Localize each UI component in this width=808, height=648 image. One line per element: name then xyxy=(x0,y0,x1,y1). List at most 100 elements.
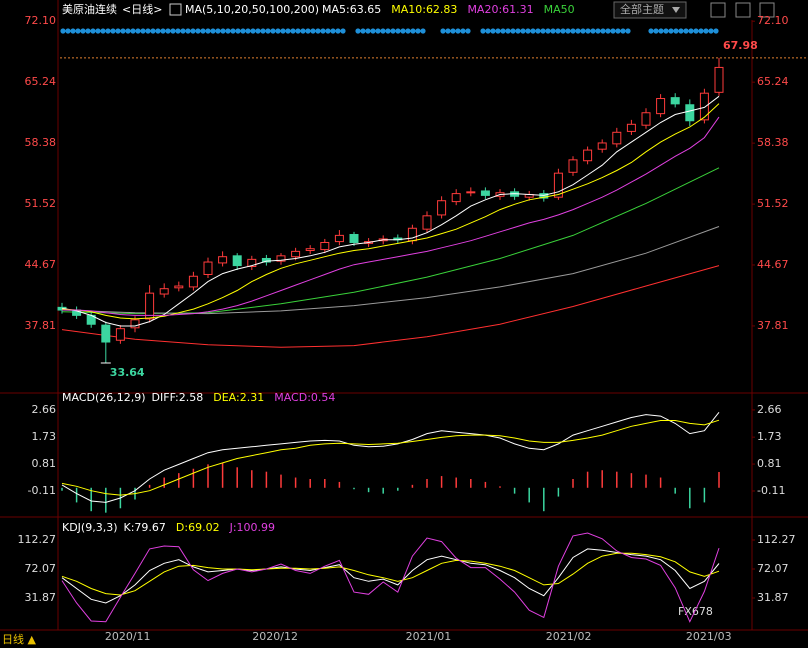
candle-body xyxy=(656,98,666,115)
legend-entry: MA10:62.83 xyxy=(391,3,457,16)
series-line xyxy=(61,95,720,327)
event-dot xyxy=(100,28,106,34)
event-dot xyxy=(510,28,516,34)
event-dot xyxy=(280,28,286,34)
candle-body xyxy=(203,261,213,275)
candle-body xyxy=(291,250,301,258)
ma-params: MA(5,10,20,50,100,200) xyxy=(185,3,319,16)
series-line xyxy=(61,411,720,503)
btn-close[interactable] xyxy=(759,2,775,18)
event-dot xyxy=(395,28,401,34)
series-line xyxy=(61,548,720,604)
event-dot xyxy=(250,28,256,34)
event-dot xyxy=(85,28,91,34)
event-dot xyxy=(140,28,146,34)
candle-body xyxy=(466,191,476,194)
y-tick-label-right: 0.81 xyxy=(757,457,782,470)
candle-body xyxy=(626,123,636,132)
event-dot xyxy=(455,28,461,34)
event-dot xyxy=(620,28,626,34)
event-dot xyxy=(505,28,511,34)
legend-entry: J:100.99 xyxy=(229,521,275,534)
y-tick-label: 2.66 xyxy=(32,403,57,416)
event-dot xyxy=(415,28,421,34)
event-dot xyxy=(480,28,486,34)
event-dot xyxy=(205,28,211,34)
candle-body xyxy=(422,215,432,230)
event-dot xyxy=(170,28,176,34)
event-dot xyxy=(683,28,689,34)
x-tick-label: 2021/02 xyxy=(546,630,592,643)
event-dot xyxy=(175,28,181,34)
y-tick-label: 65.24 xyxy=(25,75,57,88)
event-dot xyxy=(580,28,586,34)
event-dot xyxy=(265,28,271,34)
event-dot xyxy=(540,28,546,34)
symbol: 美原油连续 xyxy=(62,2,117,16)
event-dot xyxy=(130,28,136,34)
event-dot xyxy=(160,28,166,34)
event-dot xyxy=(485,28,491,34)
event-dot xyxy=(530,28,536,34)
ma-icon[interactable] xyxy=(169,3,182,16)
event-dot xyxy=(465,28,471,34)
y-tick-label: 51.52 xyxy=(25,197,57,210)
y-tick-label: 0.81 xyxy=(32,457,57,470)
candle-body xyxy=(480,190,490,196)
theme-label: 全部主题 xyxy=(620,2,664,16)
event-dot xyxy=(370,28,376,34)
event-dot xyxy=(75,28,81,34)
event-dot xyxy=(520,28,526,34)
event-dot xyxy=(215,28,221,34)
event-dot xyxy=(595,28,601,34)
event-dot xyxy=(255,28,261,34)
event-dot xyxy=(365,28,371,34)
event-dot xyxy=(240,28,246,34)
event-dot xyxy=(120,28,126,34)
y-tick-label-right: 51.52 xyxy=(757,197,789,210)
event-dot xyxy=(285,28,291,34)
event-dot xyxy=(575,28,581,34)
event-dot xyxy=(515,28,521,34)
bottom-period[interactable]: 日线 ▲ xyxy=(2,632,36,646)
x-tick-label: 2020/11 xyxy=(105,630,151,643)
btn-layout[interactable] xyxy=(735,2,751,18)
event-dot xyxy=(590,28,596,34)
series-line xyxy=(61,226,720,315)
y-tick-label: 58.38 xyxy=(25,136,57,149)
event-dot xyxy=(625,28,631,34)
legend-entry: D:69.02 xyxy=(176,521,220,534)
y-tick-label-right: 37.81 xyxy=(757,319,789,332)
event-dot xyxy=(290,28,296,34)
y-tick-label: -0.11 xyxy=(28,484,56,497)
period[interactable]: <日线> xyxy=(122,2,162,16)
candle-body xyxy=(320,241,330,251)
event-dot xyxy=(405,28,411,34)
candle-body xyxy=(714,66,724,93)
y-tick-label-right: 44.67 xyxy=(757,258,789,271)
y-tick-label-right: 31.87 xyxy=(757,591,789,604)
candle-body xyxy=(597,142,607,150)
btn-settings[interactable] xyxy=(710,2,726,18)
series-line xyxy=(61,552,720,596)
event-dot xyxy=(585,28,591,34)
candle-body xyxy=(188,275,198,288)
y-tick-label-right: 2.66 xyxy=(757,403,782,416)
event-dot xyxy=(80,28,86,34)
event-dot xyxy=(555,28,561,34)
y-tick-label-right: -0.11 xyxy=(757,484,785,497)
theme-dropdown[interactable] xyxy=(613,1,687,19)
x-tick-label: 2021/01 xyxy=(406,630,452,643)
event-dot xyxy=(698,28,704,34)
event-dot xyxy=(673,28,679,34)
event-dot xyxy=(400,28,406,34)
candle-body xyxy=(247,258,257,267)
event-dot xyxy=(525,28,531,34)
event-dot xyxy=(535,28,541,34)
event-dot xyxy=(165,28,171,34)
candle-body xyxy=(685,104,695,122)
event-dot xyxy=(445,28,451,34)
event-dot xyxy=(105,28,111,34)
event-dot xyxy=(235,28,241,34)
y-tick-label-right: 72.10 xyxy=(757,14,789,27)
